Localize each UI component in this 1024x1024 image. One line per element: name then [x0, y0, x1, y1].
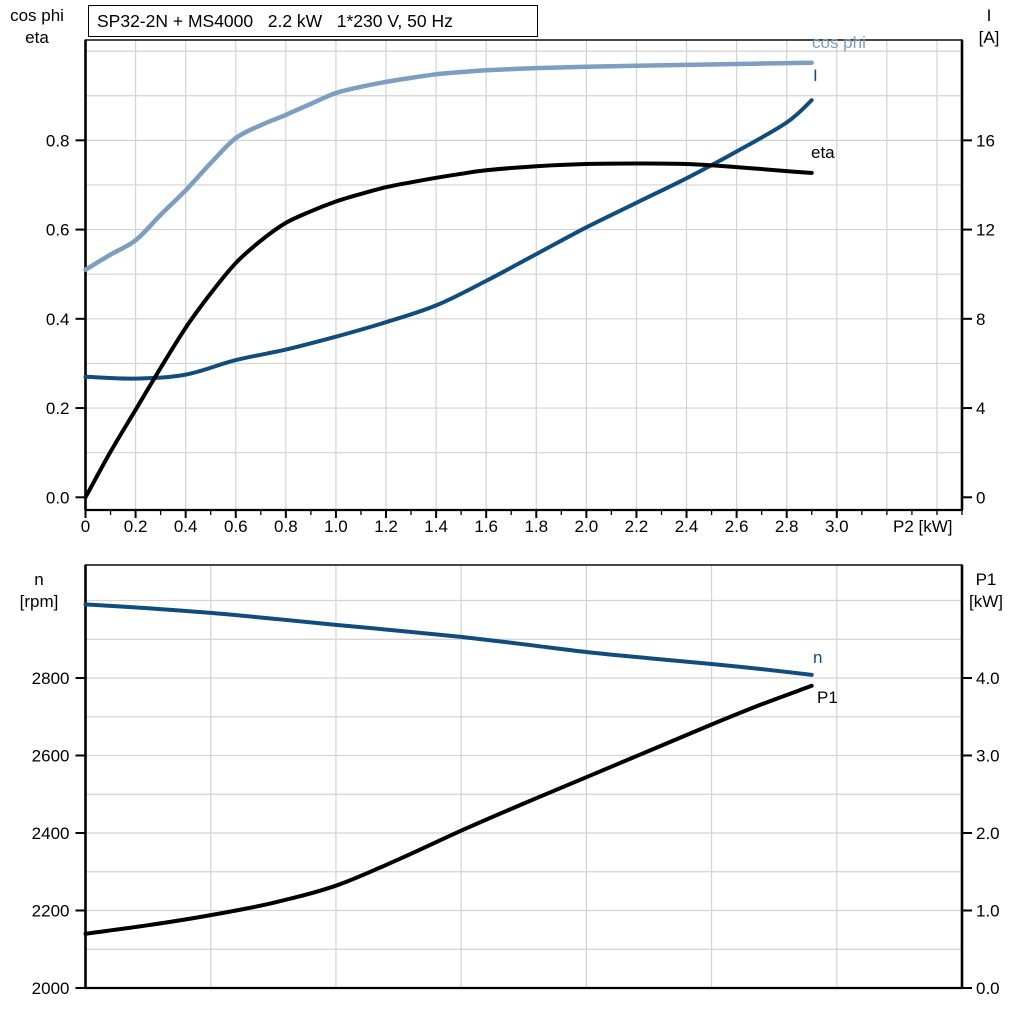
- eta-curve-label: eta: [811, 143, 835, 162]
- plot-frame: [84, 39, 963, 511]
- x-tick-label: 0.2: [124, 517, 148, 536]
- x-tick-label: 0: [81, 517, 90, 536]
- y-right-tick-label: 16: [976, 131, 995, 150]
- y-left-tick-label: 0.2: [46, 399, 70, 418]
- x-tick-label: 2.2: [625, 517, 649, 536]
- x-tick-label: 2.6: [725, 517, 749, 536]
- axis-label-eta: eta: [25, 28, 49, 47]
- x-tick-label: 1.0: [324, 517, 348, 536]
- axis-label-speed: n: [34, 570, 44, 589]
- y-left-tick-label: 2400: [32, 824, 70, 843]
- p1-curve: [83, 683, 814, 936]
- y-right-tick-label: 1.0: [976, 902, 1000, 921]
- current-curve-label: I: [813, 66, 818, 85]
- n-curve: [83, 602, 814, 677]
- chart-title-box: SP32-2N + MS4000 2.2 kW 1*230 V, 50 Hz: [88, 5, 538, 37]
- y-right-tick-label: 3.0: [976, 747, 1000, 766]
- axis-label-kw-unit: [kW]: [969, 592, 1003, 611]
- axis-label-current: I: [986, 6, 992, 25]
- y-left-tick-label: 0.8: [46, 131, 70, 150]
- cos-phi-curve: [83, 60, 814, 272]
- y-right-tick-label: 0.0: [976, 979, 1000, 998]
- y-left-tick-label: 2200: [32, 902, 70, 921]
- x-tick-label: 1.2: [374, 517, 398, 536]
- x-tick-label: 2.8: [775, 517, 799, 536]
- x-tick-label: 2.0: [575, 517, 599, 536]
- axis-label-p1: P1: [975, 570, 997, 589]
- p2-axis-label: P2 [kW]: [893, 517, 953, 536]
- bottom-right-axis-header: P1 [kW]: [958, 569, 1014, 613]
- p1-curve-label: P1: [817, 688, 838, 707]
- y-right-tick-label: 12: [976, 221, 995, 240]
- eta-curve: [83, 161, 814, 500]
- axis-label-cos-phi: cos phi: [10, 6, 64, 25]
- cos-phi-curve-label: cos phi: [812, 33, 866, 52]
- y-right-tick-label: 4: [976, 399, 985, 418]
- top-right-axis-header: I [A]: [964, 5, 1014, 49]
- x-tick-label: 1.4: [424, 517, 448, 536]
- y-right-tick-label: 8: [976, 310, 985, 329]
- axis-label-ampere-unit: [A]: [978, 28, 1000, 47]
- x-tick-label: 1.8: [524, 517, 548, 536]
- y-left-tick-label: 0.0: [46, 488, 70, 507]
- y-right-tick-label: 0: [976, 488, 985, 507]
- y-left-tick-label: 2800: [32, 669, 70, 688]
- y-right-tick-label: 4.0: [976, 669, 1000, 688]
- y-left-tick-label: 2000: [32, 979, 70, 998]
- i-curve: [83, 98, 814, 381]
- x-tick-label: 0.6: [224, 517, 248, 536]
- x-tick-label: 1.6: [474, 517, 498, 536]
- x-tick-label: 0.4: [174, 517, 198, 536]
- bottom-left-axis-header: n [rpm]: [8, 569, 70, 613]
- y-left-tick-label: 2600: [32, 747, 70, 766]
- y-left-tick-label: 0.4: [46, 310, 70, 329]
- axis-label-rpm-unit: [rpm]: [19, 592, 59, 611]
- x-tick-label: 2.4: [675, 517, 699, 536]
- x-tick-label: 0.8: [274, 517, 298, 536]
- y-right-tick-label: 2.0: [976, 824, 1000, 843]
- x-tick-label: 3.0: [825, 517, 849, 536]
- chart-title: SP32-2N + MS4000 2.2 kW 1*230 V, 50 Hz: [97, 10, 453, 31]
- top-left-axis-header: cos phi eta: [4, 5, 70, 49]
- top-chart: 0.0 0.2 0.4 0.6 0.8 0 4 8 12 16 0 0.2 0.4 0.6 0.8 1.0 1.…: [46, 39, 995, 536]
- speed-curve-label: n: [813, 648, 823, 667]
- y-left-tick-label: 0.6: [46, 221, 70, 240]
- plot-frame: [84, 564, 963, 989]
- bottom-chart: 2000 2200 2400 2600 2800 0.0 1.0 2.0 3.0 4.0: [32, 564, 1000, 998]
